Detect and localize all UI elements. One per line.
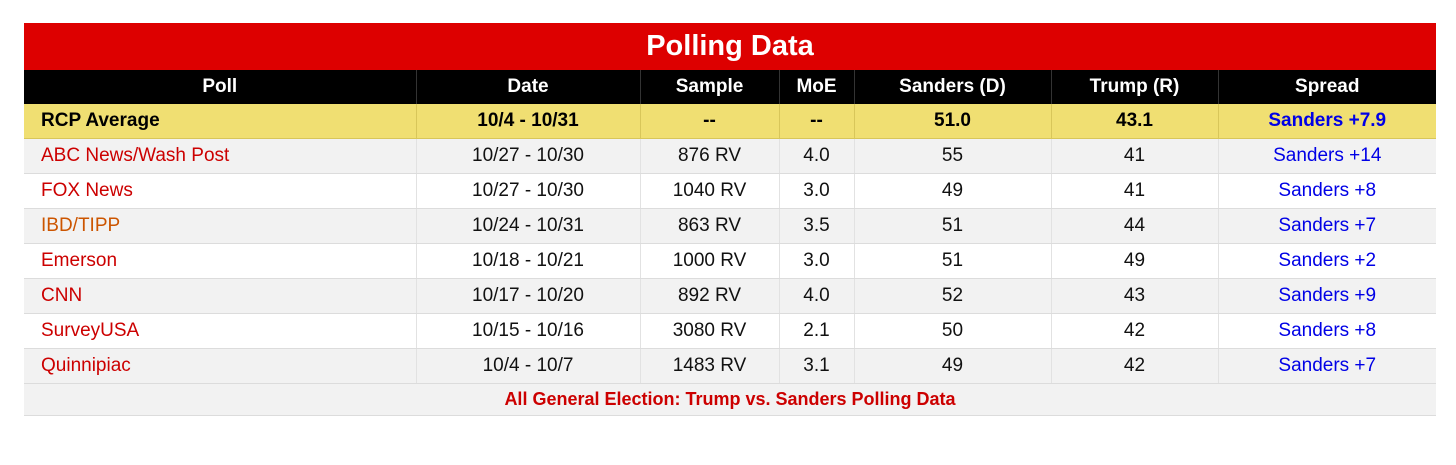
poll-name-link[interactable]: ABC News/Wash Post	[24, 138, 417, 174]
poll-moe: 4.0	[779, 138, 855, 174]
poll-sample: 1000 RV	[640, 243, 780, 279]
poll-sample: 1040 RV	[640, 173, 780, 209]
poll-sanders: 55	[854, 138, 1052, 174]
poll-trump: 42	[1051, 313, 1219, 349]
poll-name-link[interactable]: Emerson	[24, 243, 417, 279]
poll-sanders: 52	[854, 278, 1052, 314]
poll-moe: 3.5	[779, 208, 855, 244]
poll-moe: 3.0	[779, 243, 855, 279]
poll-sample: 863 RV	[640, 208, 780, 244]
column-header-spread: Spread	[1218, 70, 1436, 104]
table-row: Quinnipiac 10/4 - 10/7 1483 RV 3.1 49 42 Sande…	[24, 348, 1436, 384]
poll-sample: 876 RV	[640, 138, 780, 174]
poll-sample: 892 RV	[640, 278, 780, 314]
table-row: CNN 10/17 - 10/20 892 RV 4.0 52 43 Sanders +9	[24, 278, 1436, 314]
table-row: SurveyUSA 10/15 - 10/16 3080 RV 2.1 50 42 Sand…	[24, 313, 1436, 349]
poll-name-link[interactable]: SurveyUSA	[24, 313, 417, 349]
poll-sample: 3080 RV	[640, 313, 780, 349]
average-trump: 43.1	[1051, 104, 1219, 139]
poll-date: 10/15 - 10/16	[416, 313, 641, 349]
column-header-sample: Sample	[640, 70, 780, 104]
table-row: ABC News/Wash Post 10/27 - 10/30 876 RV 4.0…	[24, 138, 1436, 174]
column-header-date: Date	[416, 70, 641, 104]
poll-name-link[interactable]: Quinnipiac	[24, 348, 417, 384]
poll-trump: 42	[1051, 348, 1219, 384]
poll-date: 10/4 - 10/7	[416, 348, 641, 384]
poll-sanders: 51	[854, 208, 1052, 244]
widget-title-text: Polling Data	[646, 30, 814, 62]
poll-trump: 49	[1051, 243, 1219, 279]
column-header-poll: Poll	[24, 70, 417, 104]
poll-spread: Sanders +9	[1218, 278, 1436, 314]
poll-spread: Sanders +2	[1218, 243, 1436, 279]
poll-name-link[interactable]: IBD/TIPP	[24, 208, 417, 244]
table-row: Emerson 10/18 - 10/21 1000 RV 3.0 51 49 Sander…	[24, 243, 1436, 279]
poll-date: 10/27 - 10/30	[416, 173, 641, 209]
poll-trump: 41	[1051, 173, 1219, 209]
poll-date: 10/18 - 10/21	[416, 243, 641, 279]
poll-name-link[interactable]: FOX News	[24, 173, 417, 209]
table-header-row: Poll Date Sample MoE Sanders (D) Trump (…	[24, 70, 1436, 104]
average-spread: Sanders +7.9	[1218, 104, 1436, 139]
polling-data-widget: Polling Data Poll Date Sample MoE Sander…	[24, 23, 1436, 416]
average-date: 10/4 - 10/31	[416, 104, 641, 139]
table-row: FOX News 10/27 - 10/30 1040 RV 3.0 49 41 Sande…	[24, 173, 1436, 209]
poll-moe: 3.1	[779, 348, 855, 384]
widget-title: Polling Data	[24, 23, 1436, 70]
poll-spread: Sanders +14	[1218, 138, 1436, 174]
polling-table: Poll Date Sample MoE Sanders (D) Trump (…	[24, 70, 1436, 384]
column-header-sanders: Sanders (D)	[854, 70, 1052, 104]
column-header-trump: Trump (R)	[1051, 70, 1219, 104]
poll-moe: 2.1	[779, 313, 855, 349]
poll-date: 10/17 - 10/20	[416, 278, 641, 314]
poll-sanders: 51	[854, 243, 1052, 279]
average-moe: --	[779, 104, 855, 139]
poll-date: 10/24 - 10/31	[416, 208, 641, 244]
poll-moe: 3.0	[779, 173, 855, 209]
poll-name-link[interactable]: CNN	[24, 278, 417, 314]
column-header-moe: MoE	[779, 70, 855, 104]
poll-sanders: 50	[854, 313, 1052, 349]
average-poll-name: RCP Average	[24, 104, 417, 139]
average-sample: --	[640, 104, 780, 139]
all-polling-data-link[interactable]: All General Election: Trump vs. Sanders …	[504, 389, 956, 409]
average-sanders: 51.0	[854, 104, 1052, 139]
poll-sample: 1483 RV	[640, 348, 780, 384]
poll-spread: Sanders +7	[1218, 208, 1436, 244]
poll-date: 10/27 - 10/30	[416, 138, 641, 174]
poll-spread: Sanders +8	[1218, 313, 1436, 349]
poll-trump: 43	[1051, 278, 1219, 314]
poll-trump: 41	[1051, 138, 1219, 174]
poll-spread: Sanders +7	[1218, 348, 1436, 384]
poll-sanders: 49	[854, 348, 1052, 384]
table-row: IBD/TIPP 10/24 - 10/31 863 RV 3.5 51 44 Sander…	[24, 208, 1436, 244]
poll-moe: 4.0	[779, 278, 855, 314]
poll-spread: Sanders +8	[1218, 173, 1436, 209]
table-footer: All General Election: Trump vs. Sanders …	[24, 384, 1436, 416]
poll-sanders: 49	[854, 173, 1052, 209]
poll-trump: 44	[1051, 208, 1219, 244]
rcp-average-row: RCP Average 10/4 - 10/31 -- -- 51.0 43.1…	[24, 104, 1436, 139]
